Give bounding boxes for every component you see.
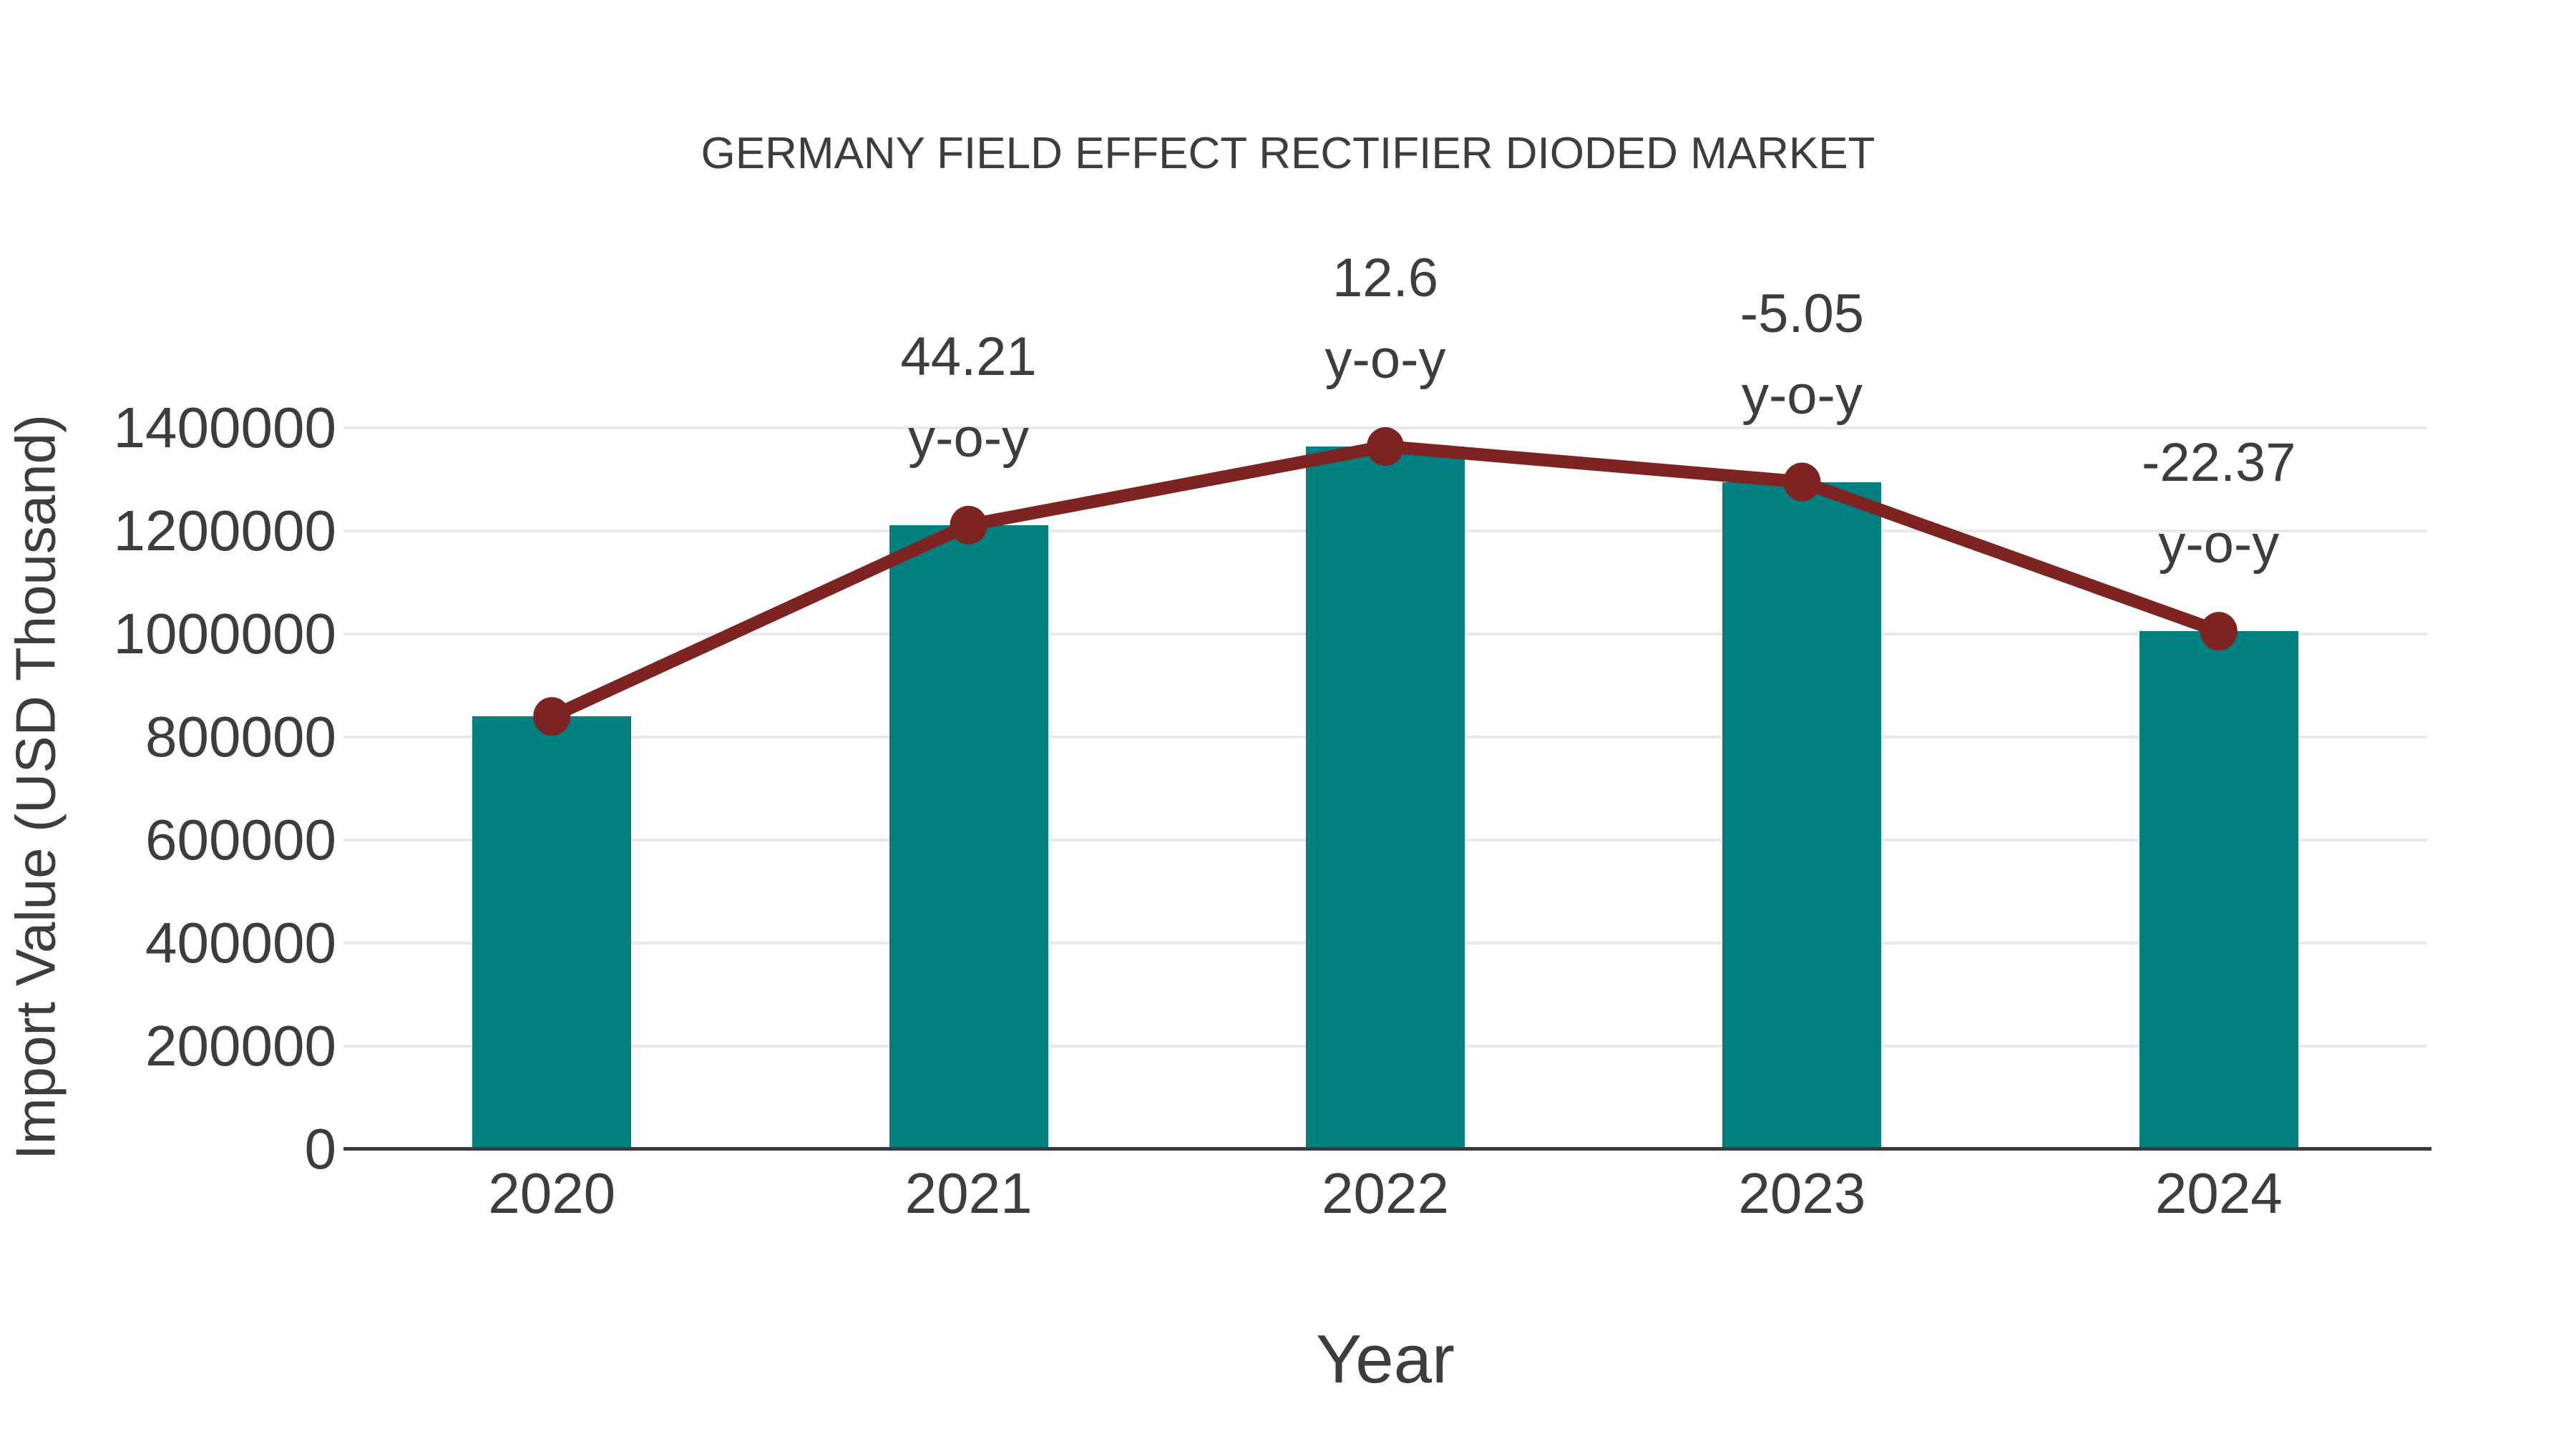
yoy-value: -5.05 xyxy=(1740,283,1865,344)
bar-2023 xyxy=(1722,482,1882,1149)
x-tick-label-2020: 2020 xyxy=(488,1161,616,1225)
y-tick-label: 400000 xyxy=(145,911,336,975)
line-series xyxy=(533,426,2238,736)
yoy-suffix: y-o-y xyxy=(2158,514,2280,575)
y-tick-label: 0 xyxy=(304,1117,337,1181)
yoy-suffix: y-o-y xyxy=(1741,364,1863,426)
trend-line xyxy=(549,439,2221,723)
chart-title: GERMANY FIELD EFFECT RECTIFIER DIODED MA… xyxy=(701,129,1875,178)
line-marker-2024 xyxy=(2200,612,2238,651)
line-marker-2021 xyxy=(950,505,987,545)
bar-2024 xyxy=(2139,631,2298,1149)
x-axis-label: Year xyxy=(1316,1321,1455,1397)
y-tick-label: 1000000 xyxy=(113,602,336,665)
y-tick-label: 200000 xyxy=(145,1014,336,1078)
bar-2022 xyxy=(1306,446,1465,1149)
yoy-annotation-2022: 12.6 y-o-y xyxy=(1325,238,1446,401)
line-marker-2022 xyxy=(1367,426,1404,466)
y-tick-label: 600000 xyxy=(145,808,336,872)
yoy-suffix: y-o-y xyxy=(1324,328,1446,390)
x-tick-label-2022: 2022 xyxy=(1322,1161,1449,1225)
yoy-annotation-2021: 44.21 y-o-y xyxy=(901,316,1037,479)
y-tick-label: 800000 xyxy=(145,705,336,769)
line-marker-2020 xyxy=(533,697,571,736)
yoy-annotation-2023: -5.05 y-o-y xyxy=(1740,273,1864,436)
yoy-value: 12.6 xyxy=(1332,247,1438,308)
y-tick-label: 1400000 xyxy=(113,396,336,459)
plot-area: 44.21 y-o-y 12.6 y-o-y -5.05 y-o-y -22.37 y-o-y xyxy=(343,248,2431,1151)
y-tick-label: 1200000 xyxy=(113,499,336,562)
line-marker-2023 xyxy=(1783,462,1821,502)
x-axis-line xyxy=(343,1147,2431,1151)
x-tick-label-2021: 2021 xyxy=(904,1161,1033,1225)
x-tick-label-2023: 2023 xyxy=(1738,1161,1866,1225)
bar-2020 xyxy=(472,716,632,1149)
x-tick-label-2024: 2024 xyxy=(2155,1161,2283,1225)
yoy-suffix: y-o-y xyxy=(908,407,1030,469)
bar-2021 xyxy=(889,525,1048,1149)
yoy-value: 44.21 xyxy=(900,326,1037,387)
yoy-value: -22.37 xyxy=(2142,432,2296,494)
yoy-annotation-2024: -22.37 y-o-y xyxy=(2142,422,2296,585)
